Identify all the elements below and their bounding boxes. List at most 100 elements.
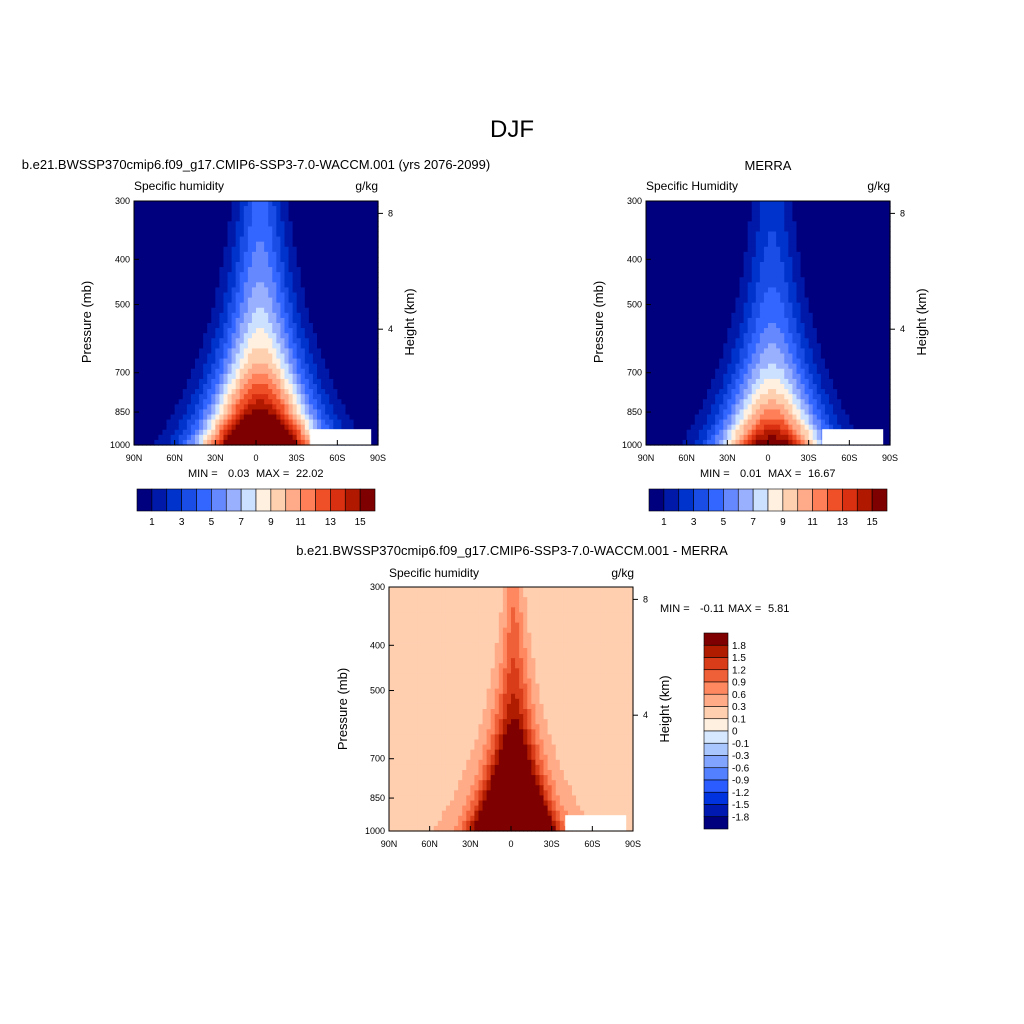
field-cell	[349, 312, 355, 319]
field-cell	[755, 323, 761, 329]
field-cell	[800, 226, 806, 233]
field-cell	[280, 292, 286, 299]
field-cell	[182, 302, 188, 309]
panel-title: MERRA	[745, 158, 792, 173]
field-cell	[308, 251, 314, 258]
field-cell	[731, 226, 737, 233]
field-cell	[711, 312, 716, 319]
field-cell	[325, 338, 330, 344]
field-cell	[166, 211, 172, 217]
field-cell	[174, 373, 180, 380]
field-cell	[260, 307, 265, 314]
field-cell	[698, 206, 704, 212]
field-cell	[178, 292, 184, 299]
field-cell	[235, 236, 241, 243]
stats-line: MIN = 0.03 MAX = 22.02	[188, 468, 324, 480]
field-cell	[260, 292, 265, 299]
field-cell	[280, 201, 286, 207]
field-cell	[199, 302, 204, 309]
field-cell	[763, 292, 769, 299]
field-cell	[674, 251, 680, 258]
field-cell	[345, 348, 351, 355]
field-cell	[146, 409, 151, 416]
field-cell	[666, 307, 671, 314]
field-cell	[808, 292, 814, 299]
field-cell	[873, 317, 879, 324]
field-cell	[162, 297, 168, 304]
field-cell	[353, 424, 359, 431]
field-cell	[670, 297, 676, 304]
field-cell	[788, 338, 793, 344]
field-cell	[796, 307, 802, 314]
field-cell	[325, 277, 330, 283]
field-cell	[166, 246, 172, 253]
field-cell	[199, 236, 204, 243]
field-cell	[182, 429, 188, 436]
field-cell	[646, 312, 651, 319]
field-cell	[674, 282, 680, 289]
field-cell	[857, 241, 863, 248]
field-cell	[707, 368, 712, 375]
field-cell	[329, 216, 334, 222]
field-cell	[251, 277, 257, 283]
field-cell	[296, 399, 302, 405]
field-cell	[178, 333, 184, 339]
field-cell	[174, 414, 180, 421]
field-cell	[776, 287, 781, 294]
field-cell	[857, 302, 863, 309]
field-cell	[239, 343, 245, 350]
field-cell	[288, 404, 294, 411]
field-cell	[723, 312, 728, 319]
field-cell	[317, 363, 322, 370]
field-cell	[885, 297, 891, 304]
field-cell	[284, 333, 290, 339]
field-cell	[690, 226, 696, 233]
colorbar-swatch	[196, 488, 212, 512]
field-cell	[231, 297, 237, 304]
field-cell	[195, 246, 200, 253]
field-cell	[231, 333, 237, 339]
field-cell	[873, 348, 879, 355]
field-cell	[861, 343, 867, 350]
field-cell	[686, 221, 692, 228]
field-cell	[333, 302, 338, 309]
field-cell	[820, 307, 826, 314]
field-cell	[353, 231, 359, 238]
field-cell	[158, 358, 164, 365]
field-cell	[235, 282, 241, 289]
field-cell	[276, 368, 281, 375]
field-cell	[662, 353, 667, 360]
field-cell	[231, 419, 237, 426]
field-cell	[219, 424, 225, 431]
field-cell	[272, 307, 277, 314]
field-cell	[292, 439, 298, 446]
field-cell	[251, 358, 257, 365]
field-cell	[719, 221, 724, 228]
field-cell	[820, 368, 826, 375]
field-cell	[195, 297, 200, 304]
field-cell	[694, 282, 700, 289]
field-cell	[682, 292, 688, 299]
field-cell	[280, 439, 286, 446]
field-cell	[235, 353, 241, 360]
field-cell	[223, 384, 229, 390]
field-cell	[329, 353, 334, 360]
field-cell	[292, 429, 298, 436]
field-cell	[727, 333, 732, 339]
field-cell	[333, 216, 338, 222]
field-cell	[199, 297, 204, 304]
field-cell	[239, 216, 245, 222]
field-cell	[203, 378, 208, 385]
field-cell	[658, 206, 663, 212]
field-cell	[650, 312, 655, 319]
field-cell	[158, 241, 164, 248]
field-cell	[869, 282, 875, 289]
field-cell	[329, 317, 334, 324]
field-cell	[142, 389, 147, 395]
field-cell	[711, 246, 716, 253]
field-cell	[650, 262, 655, 268]
field-cell	[219, 256, 225, 263]
field-cell	[178, 317, 184, 324]
field-cell	[235, 389, 241, 395]
field-cell	[715, 307, 720, 314]
